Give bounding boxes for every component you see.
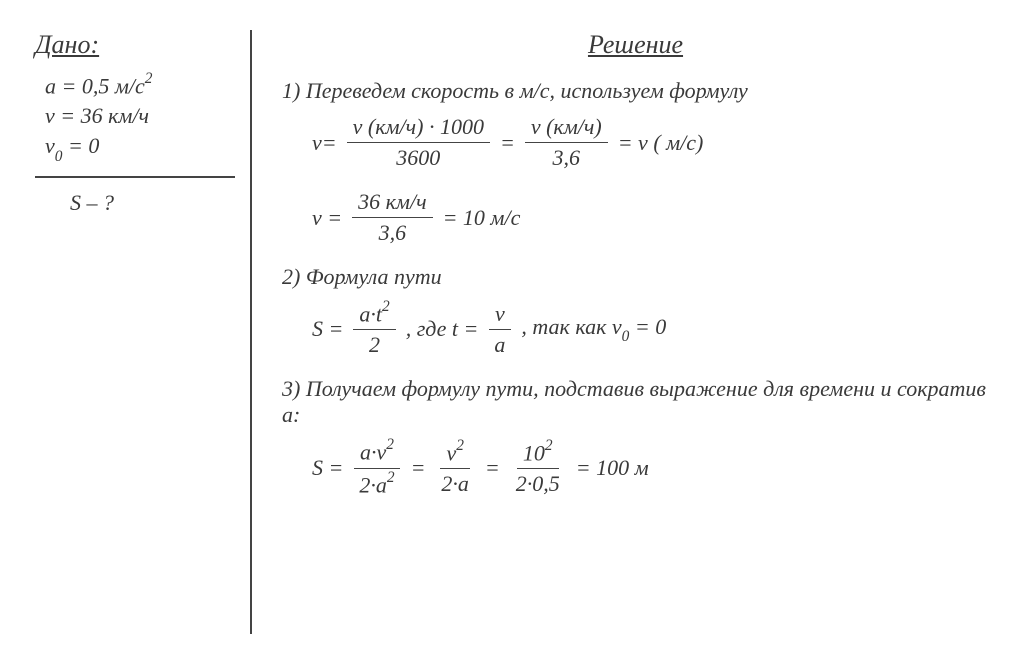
eq-mid: , где t = (406, 316, 479, 342)
num-exp: 2 (545, 437, 553, 454)
find-line: S – ? (70, 190, 235, 216)
given-v0-sub: 0 (55, 148, 63, 165)
fraction: v2 2·a (435, 439, 475, 497)
eq-sign: = (500, 130, 515, 156)
given-a-exp: 2 (145, 70, 153, 87)
num-exp: 2 (456, 437, 464, 454)
frac-num: 102 (517, 439, 559, 469)
frac-den: 3,6 (373, 218, 413, 246)
num-exp: 2 (386, 436, 394, 453)
eq-lhs: v = (312, 205, 342, 231)
eq-sign: = (411, 455, 426, 481)
fraction: v (км/ч) · 1000 3600 (347, 114, 490, 171)
den-exp: 2 (387, 469, 395, 486)
eq-rhs: = 100 м (576, 455, 649, 481)
given-section: Дано: a = 0,5 м/с2 v = 36 км/ч v0 = 0 S … (35, 30, 250, 634)
fraction: v (км/ч) 3,6 (525, 114, 608, 171)
step-1-eq-1: v= v (км/ч) · 1000 3600 = v (км/ч) 3,6 =… (312, 114, 989, 171)
eq-rhs: , так как v0 = 0 (521, 314, 666, 344)
num-exp: 2 (382, 298, 390, 315)
frac-num: a·t2 (353, 300, 395, 330)
num-a: 10 (523, 440, 545, 465)
frac-num: v (км/ч) · 1000 (347, 114, 490, 143)
frac-num: 36 км/ч (352, 189, 432, 218)
den-a: 2·a (359, 472, 387, 497)
given-a: a = 0,5 м/с2 (45, 72, 235, 99)
frac-num: a·v2 (354, 438, 400, 468)
step-2-text: 2) Формула пути (282, 264, 989, 290)
frac-den: 2·0,5 (510, 469, 566, 497)
fraction: 36 км/ч 3,6 (352, 189, 432, 246)
given-v: v = 36 км/ч (45, 103, 235, 129)
given-heading: Дано: (35, 30, 235, 60)
frac-num: v2 (440, 439, 469, 469)
frac-den: 2·a (435, 469, 475, 497)
eq-rhs: = v ( м/с) (618, 130, 704, 156)
step-1-eq-2: v = 36 км/ч 3,6 = 10 м/с (312, 189, 989, 246)
fraction: a·v2 2·a2 (353, 438, 400, 498)
frac-den: 3600 (390, 143, 446, 171)
frac-num: v (км/ч) (525, 114, 608, 143)
step-3-eq: S = a·v2 2·a2 = v2 2·a = 102 (312, 438, 989, 498)
given-v0: v0 = 0 (45, 133, 235, 163)
solution-heading: Решение (282, 30, 989, 60)
num-a: v (446, 440, 456, 465)
eq-lhs: v= (312, 130, 337, 156)
rhs-b: = 0 (629, 314, 666, 339)
eq-sign: = (485, 455, 500, 481)
given-a-text: a = 0,5 м/с (45, 73, 145, 98)
given-v0-rest: = 0 (62, 133, 99, 158)
physics-problem-page: Дано: a = 0,5 м/с2 v = 36 км/ч v0 = 0 S … (35, 30, 989, 634)
fraction: v a (488, 301, 511, 358)
frac-num: v (489, 301, 511, 330)
fraction: a·t2 2 (353, 300, 395, 358)
step-1-text: 1) Переведем скорость в м/с, используем … (282, 78, 989, 104)
num-a: a·t (359, 301, 382, 326)
num-a: a·v (360, 440, 386, 465)
frac-den: 2 (363, 330, 386, 358)
solution-section: Решение 1) Переведем скорость в м/с, исп… (250, 30, 989, 634)
rhs-sub: 0 (622, 328, 630, 345)
given-divider (35, 176, 235, 178)
step-3-text: 3) Получаем формулу пути, подставив выра… (282, 376, 989, 428)
frac-den: a (488, 330, 511, 358)
step-2-eq: S = a·t2 2 , где t = v a , так как v0 = … (312, 300, 989, 358)
fraction: 102 2·0,5 (510, 439, 566, 497)
given-v0-var: v (45, 133, 55, 158)
eq-rhs: = 10 м/с (443, 205, 521, 231)
frac-den: 3,6 (547, 143, 587, 171)
eq-lhs: S = (312, 316, 343, 342)
eq-lhs: S = (312, 455, 343, 481)
frac-den: 2·a2 (353, 469, 400, 498)
rhs-a: , так как v (521, 314, 621, 339)
